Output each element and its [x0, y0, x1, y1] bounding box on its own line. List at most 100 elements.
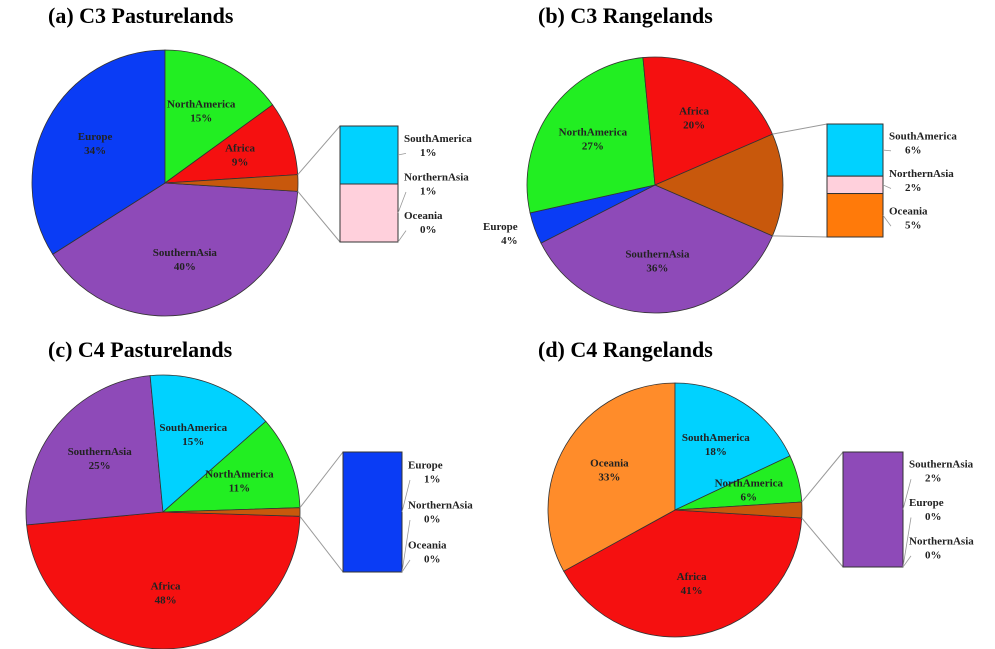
bar-label: NorthernAsia: [889, 168, 954, 180]
slice-value-label: 4%: [501, 235, 518, 247]
slice-label: SouthernAsia: [625, 248, 690, 260]
slice-value-label: 25%: [89, 460, 111, 472]
pie-slice: [149, 374, 267, 513]
bar-segment: [339, 125, 399, 185]
slice-label: NorthAmerica: [167, 98, 236, 110]
slice-value-label: 27%: [582, 140, 604, 152]
leader-line: [902, 555, 912, 568]
bar-value-label: 6%: [905, 144, 922, 156]
bar-segment: [842, 451, 904, 568]
slice-label: SouthernAsia: [68, 446, 133, 458]
pie-slice: [563, 509, 803, 638]
slice-value-label: 20%: [683, 119, 705, 131]
leader-line: [882, 184, 892, 189]
pie-slice: [161, 420, 301, 513]
bar-value-label: 2%: [925, 473, 942, 485]
bar-label: Europe: [909, 497, 944, 509]
leader-line: [902, 479, 912, 510]
pie-slice: [540, 184, 773, 314]
connector-line: [297, 125, 341, 175]
chart-title: (c) C4 Pasturelands: [48, 337, 233, 362]
slice-label: SouthAmerica: [682, 432, 750, 444]
connector-line: [801, 517, 844, 568]
slice-value-label: 9%: [232, 156, 249, 168]
leader-line: [882, 215, 892, 227]
bar-label: Europe: [408, 460, 443, 472]
slice-value-label: 48%: [155, 595, 177, 607]
slice-value-label: 11%: [229, 482, 250, 494]
connector-line: [297, 191, 341, 243]
bar-value-label: 0%: [925, 511, 942, 523]
slice-label: SouthAmerica: [159, 422, 227, 434]
leader-line: [401, 519, 411, 573]
bar-value-label: 0%: [424, 514, 441, 526]
slice-value-label: 34%: [84, 145, 106, 157]
leader-line: [882, 149, 892, 152]
slice-value-label: 41%: [681, 585, 703, 597]
chart-title: (d) C4 Rangelands: [538, 337, 713, 362]
pie-slice: [642, 56, 773, 186]
other-slice: [674, 501, 803, 519]
bar-label: SouthAmerica: [889, 130, 957, 142]
bar-label: Oceania: [889, 206, 928, 218]
bar-label: SouthernAsia: [909, 459, 974, 471]
bar-value-label: 1%: [420, 186, 437, 198]
slice-label: Europe: [78, 131, 113, 143]
slice-value-label: 15%: [182, 436, 204, 448]
pie-slice: [31, 49, 166, 255]
slice-label: NorthAmerica: [559, 126, 628, 138]
connector-line: [772, 235, 828, 238]
bar-value-label: 0%: [925, 549, 942, 561]
leader-line: [397, 152, 407, 156]
chart-title: (b) C3 Rangelands: [538, 3, 713, 28]
other-slice: [164, 174, 299, 192]
connector-line: [772, 123, 828, 135]
slice-label: Europe: [483, 221, 518, 233]
bar-value-label: 0%: [420, 224, 437, 236]
bar-label: NorthernAsia: [408, 500, 473, 512]
slice-value-label: 15%: [190, 112, 212, 124]
chart-title: (a) C3 Pasturelands: [48, 3, 234, 28]
other-slice: [653, 133, 784, 237]
bar-value-label: 5%: [905, 220, 922, 232]
bar-label: Oceania: [408, 540, 447, 552]
bar-label: NorthernAsia: [909, 535, 974, 547]
slice-value-label: 36%: [646, 262, 668, 274]
bar-segment: [826, 175, 884, 195]
slice-value-label: 18%: [705, 446, 727, 458]
other-slice: [162, 507, 301, 517]
pie-slice: [52, 182, 299, 317]
bar-segment: [826, 123, 884, 177]
slice-label: Africa: [151, 581, 181, 593]
slice-label: SouthernAsia: [153, 247, 218, 259]
slice-label: NorthAmerica: [205, 468, 274, 480]
slice-value-label: 33%: [598, 472, 620, 484]
leader-line: [397, 230, 407, 243]
bar-value-label: 1%: [420, 147, 437, 159]
bar-value-label: 0%: [424, 554, 441, 566]
bar-label: NorthernAsia: [404, 172, 469, 184]
leader-line: [397, 191, 407, 214]
pie-slice: [164, 49, 274, 184]
pie-slice: [674, 382, 791, 511]
bar-segment: [339, 183, 399, 243]
slice-value-label: 40%: [174, 261, 196, 273]
slice-value-label: 6%: [741, 492, 758, 504]
leader-line: [401, 479, 411, 513]
slice-label: Africa: [679, 105, 709, 117]
bar-segment: [342, 451, 403, 573]
connector-line: [801, 451, 844, 503]
leader-line: [401, 559, 411, 573]
connector-line: [299, 451, 344, 509]
bar-segment: [826, 193, 884, 238]
pie-slice: [25, 375, 164, 526]
slice-label: Africa: [677, 571, 707, 583]
bar-value-label: 2%: [905, 182, 922, 194]
pie-slice: [547, 382, 676, 572]
slice-label: NorthAmerica: [715, 478, 784, 490]
slice-label: Oceania: [590, 458, 629, 470]
bar-value-label: 1%: [424, 474, 441, 486]
slice-label: Africa: [225, 142, 255, 154]
leader-line: [902, 517, 912, 568]
